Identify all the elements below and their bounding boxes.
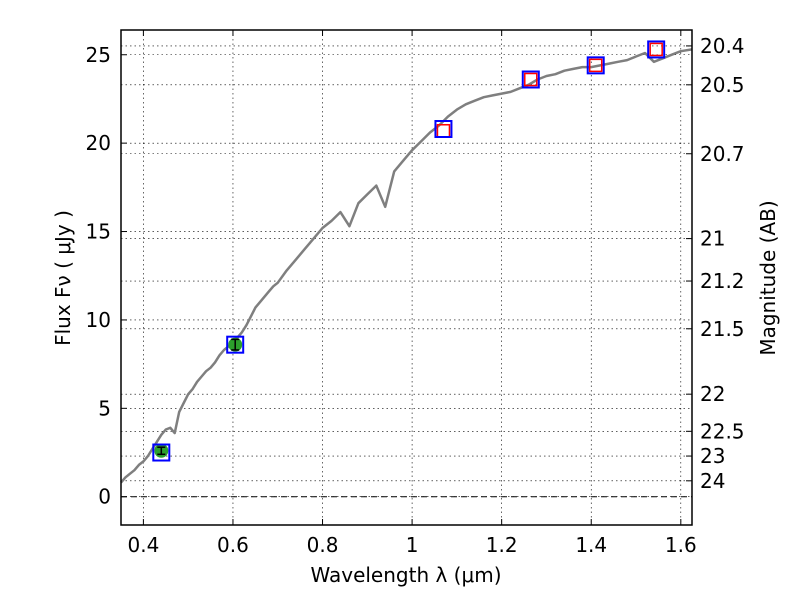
series-layer bbox=[120, 48, 693, 484]
plot-frame bbox=[120, 29, 693, 526]
y-tick-label: 15 bbox=[86, 220, 111, 244]
grid-layer bbox=[121, 30, 692, 525]
y-tick-label: 0 bbox=[98, 485, 111, 509]
y2-tick-label: 24 bbox=[700, 469, 725, 493]
y-axis-title: Flux Fν ( μJy ) bbox=[51, 210, 75, 346]
y2-tick-label: 20.5 bbox=[700, 73, 745, 97]
x-tick-label: 1.4 bbox=[575, 533, 607, 557]
x-axis-title: Wavelength λ (μm) bbox=[310, 563, 501, 587]
x-tick-label: 0.6 bbox=[217, 533, 249, 557]
model-point-red bbox=[588, 58, 603, 73]
model-point-red bbox=[524, 72, 538, 87]
model-point-blue bbox=[647, 40, 666, 59]
model-point-blue bbox=[521, 70, 540, 89]
y2-tick-label: 20.7 bbox=[700, 142, 745, 166]
y2-tick-label: 22.5 bbox=[700, 419, 745, 443]
x-axis-title-group: Wavelength λ (μm) bbox=[310, 563, 501, 587]
model-point-red bbox=[649, 42, 663, 57]
x-tick-label: 1.6 bbox=[665, 533, 697, 557]
y2-tick-label: 21 bbox=[700, 227, 725, 251]
y2-tick-label: 23 bbox=[700, 444, 725, 468]
y2-axis-title: Magnitude (AB) bbox=[756, 200, 780, 355]
y2-tick-label: 21.2 bbox=[700, 269, 745, 293]
y2-tick-label: 21.5 bbox=[700, 317, 745, 341]
y-axis-title-group: Flux Fν ( μJy ) bbox=[51, 210, 75, 346]
y2-tick-label: 22 bbox=[700, 382, 725, 406]
y2-tick-label: 20.4 bbox=[700, 34, 745, 58]
y2-axis-title-group: Magnitude (AB) bbox=[756, 200, 780, 355]
tick-layer: 0.4 0.6 0.8 1 1.2 1.4 1.6 0 5 10 15 20 25 20.4 20.5 20.… bbox=[86, 30, 745, 557]
x-tick-label: 0.4 bbox=[127, 533, 159, 557]
spectrum-line bbox=[120, 48, 693, 484]
y-tick-label: 20 bbox=[86, 131, 111, 155]
model-point-blue bbox=[226, 335, 245, 354]
x-tick-label: 1.2 bbox=[486, 533, 518, 557]
x-tick-label: 0.8 bbox=[307, 533, 339, 557]
model-point-blue bbox=[152, 443, 171, 462]
y-tick-label: 5 bbox=[98, 396, 111, 420]
model-point-blue bbox=[586, 56, 605, 75]
marker-layer bbox=[152, 40, 666, 462]
model-point-blue bbox=[434, 120, 453, 138]
y-tick-label: 25 bbox=[86, 43, 111, 67]
x-tick-label: 1 bbox=[406, 533, 419, 557]
y-tick-label: 10 bbox=[86, 308, 111, 332]
